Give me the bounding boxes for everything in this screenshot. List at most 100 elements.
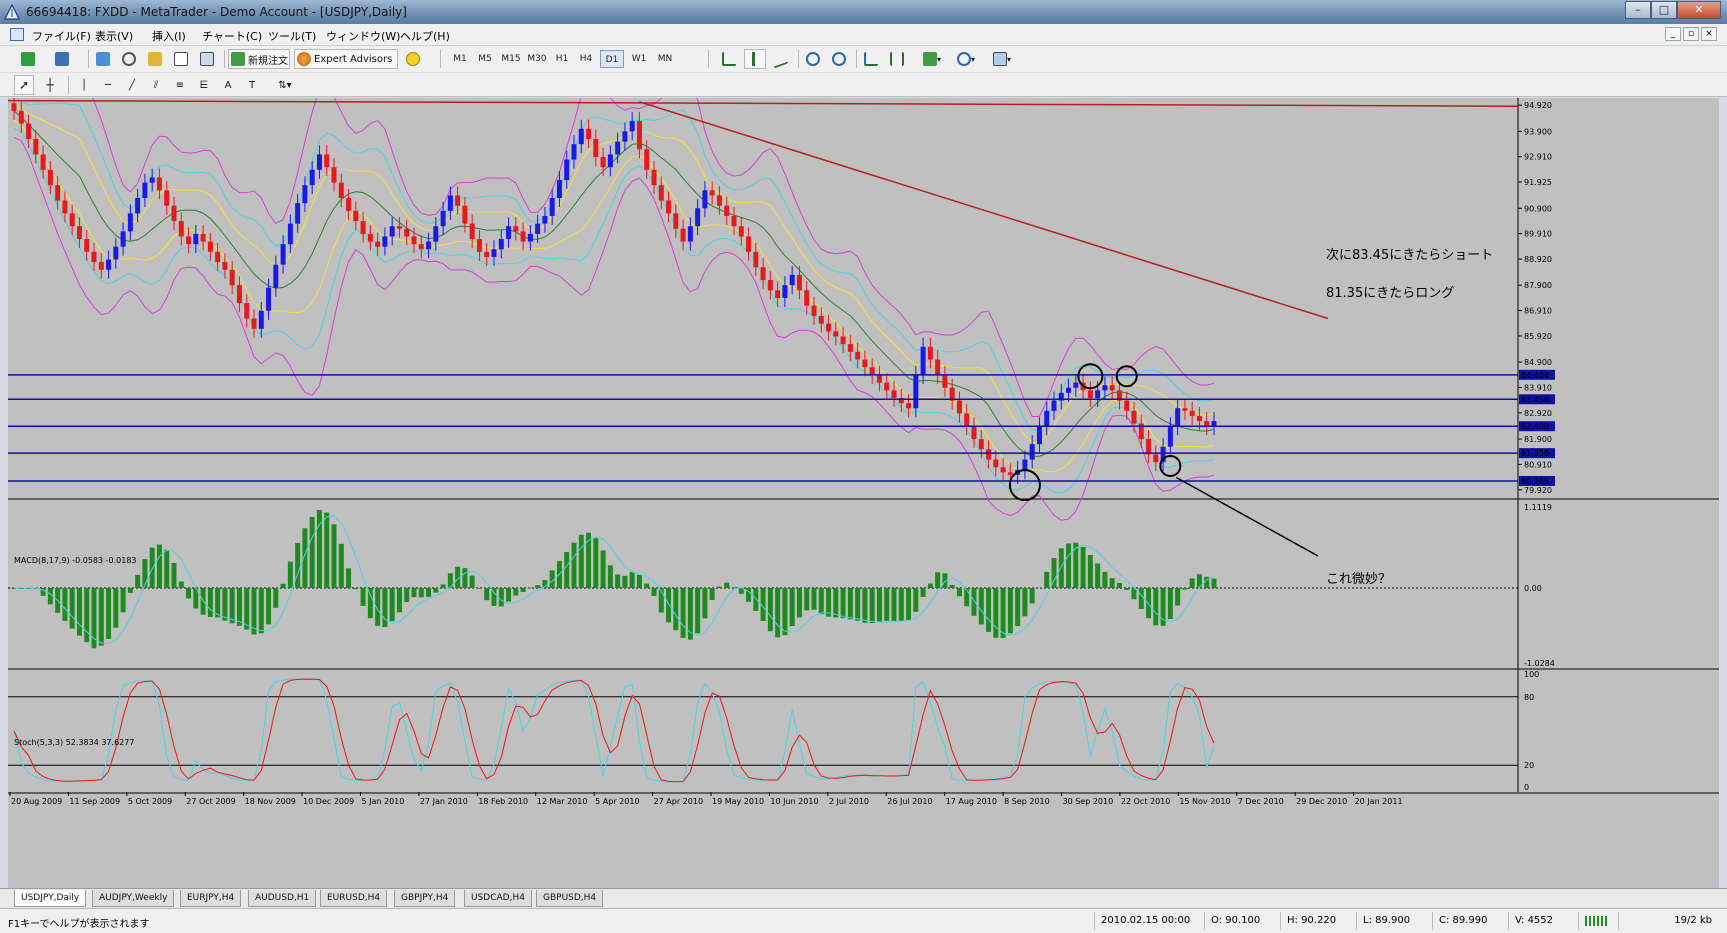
- macd-bar: [367, 588, 373, 619]
- mdi-restore-button[interactable]: ▫: [1683, 27, 1699, 41]
- macd-bar: [1160, 588, 1166, 626]
- terminal-icon: [174, 52, 188, 66]
- tab-usdjpy-daily[interactable]: USDJPY,Daily: [14, 890, 87, 907]
- expert-advisors-button[interactable]: Expert Advisors: [294, 49, 398, 69]
- profiles-button[interactable]: [48, 49, 76, 69]
- date-tick-label: 27 Jan 2010: [420, 797, 468, 806]
- timeframe-m5[interactable]: M5: [478, 54, 492, 64]
- horizontal-line-tool[interactable]: ─: [98, 75, 118, 95]
- tab-usdcad-h4[interactable]: USDCAD,H4: [464, 890, 532, 907]
- indicators-dropdown[interactable]: ▾: [916, 49, 948, 69]
- date-tick-label: 10 Jun 2010: [770, 797, 818, 806]
- macd-bar: [862, 588, 868, 623]
- macd-bar: [1189, 578, 1195, 588]
- candle-body: [469, 223, 475, 240]
- chart-canvas[interactable]: 94.920 93.900 92.910 91.925 90.900 89.910 88.9…: [8, 98, 1719, 888]
- templates-dropdown[interactable]: ▾: [986, 49, 1018, 69]
- macd-bar: [273, 588, 279, 608]
- tab-audusd-h1[interactable]: AUDUSD,H1: [248, 890, 317, 907]
- candle-body: [869, 367, 875, 375]
- macd-bar: [578, 534, 584, 588]
- menu-file[interactable]: ファイル(F): [32, 30, 91, 43]
- date-tick-label: 20 Aug 2009: [11, 797, 62, 806]
- macd-bar: [171, 563, 177, 588]
- macd-bar: [964, 588, 970, 607]
- menu-chart[interactable]: チャート(C): [202, 30, 263, 43]
- data-window-button[interactable]: [118, 49, 140, 69]
- candle-body: [586, 128, 592, 140]
- tab-eurusd-h4[interactable]: EURUSD,H4: [320, 890, 388, 907]
- candle-body: [847, 344, 853, 352]
- ea-status-button[interactable]: [402, 49, 424, 69]
- new-order-button[interactable]: 新規注文: [228, 49, 290, 69]
- timeframe-d1[interactable]: D1: [600, 50, 624, 68]
- auto-scroll-button[interactable]: [860, 49, 882, 69]
- candle-body: [1022, 459, 1028, 470]
- chart-window[interactable]: 94.920 93.900 92.910 91.925 90.900 89.910 88.9…: [8, 98, 1719, 888]
- candle-body: [375, 241, 381, 247]
- text-tool[interactable]: A: [218, 75, 238, 95]
- tab-eurjpy-h4[interactable]: EURJPY,H4: [180, 890, 242, 907]
- arrows-dropdown[interactable]: ⇅▾: [270, 75, 300, 95]
- new-chart-button[interactable]: [14, 49, 42, 69]
- candle-body: [1007, 472, 1013, 475]
- candle-body: [840, 336, 846, 345]
- macd-bar: [1066, 543, 1072, 588]
- candlestick-button[interactable]: [744, 49, 766, 69]
- macd-bar: [76, 588, 82, 636]
- candle-body: [862, 359, 868, 368]
- candle-body: [622, 131, 628, 142]
- minimize-button[interactable]: –: [1625, 1, 1651, 19]
- tab-audjpy-weekly[interactable]: AUDJPY,Weekly: [92, 890, 175, 907]
- cursor-tool[interactable]: ➚: [14, 75, 34, 95]
- menu-help[interactable]: ヘルプ(H): [400, 30, 450, 43]
- bar-chart-button[interactable]: [718, 49, 740, 69]
- zoom-in-button[interactable]: [802, 49, 824, 69]
- fibonacci-tool[interactable]: ≡: [170, 75, 190, 95]
- fibonacci-fan-tool[interactable]: ⋿: [194, 75, 214, 95]
- text-label-tool[interactable]: T: [242, 75, 262, 95]
- menu-view[interactable]: 表示(V): [95, 30, 134, 43]
- timeframe-m15[interactable]: M15: [501, 54, 521, 64]
- timeframe-h4[interactable]: H4: [579, 54, 593, 64]
- menu-insert[interactable]: 挿入(I): [152, 30, 186, 43]
- macd-bar: [244, 588, 250, 630]
- timeframe-w1[interactable]: W1: [631, 54, 647, 64]
- crosshair-tool[interactable]: ┼: [40, 75, 60, 95]
- candle-body: [40, 154, 46, 170]
- periods-dropdown[interactable]: ▾: [950, 49, 982, 69]
- zoom-out-button[interactable]: [828, 49, 850, 69]
- close-button[interactable]: ✕: [1677, 1, 1721, 19]
- timeframe-mn[interactable]: MN: [657, 54, 673, 64]
- document-icon[interactable]: [10, 28, 24, 41]
- chart-shift-button[interactable]: [886, 49, 908, 69]
- macd-bar: [127, 588, 133, 593]
- candle-body: [178, 221, 184, 237]
- candle-body: [738, 226, 744, 237]
- candle-body: [404, 228, 410, 237]
- date-tick-label: 27 Oct 2009: [186, 797, 235, 806]
- strategy-tester-button[interactable]: [196, 49, 218, 69]
- timeframe-m1[interactable]: M1: [453, 54, 467, 64]
- terminal-button[interactable]: [170, 49, 192, 69]
- vertical-line-tool[interactable]: │: [74, 75, 94, 95]
- candle-body: [1196, 415, 1202, 422]
- date-tick-label: 5 Jan 2010: [361, 797, 404, 806]
- menu-window[interactable]: ウィンドウ(W): [326, 30, 401, 43]
- mdi-minimize-button[interactable]: _: [1665, 27, 1681, 41]
- trendline-tool[interactable]: ╱: [122, 75, 142, 95]
- maximize-button[interactable]: □: [1651, 1, 1677, 19]
- tab-gbpjpy-h4[interactable]: GBPJPY,H4: [394, 890, 456, 907]
- line-chart-button[interactable]: [770, 49, 792, 69]
- equidistant-channel-tool[interactable]: ⫽: [146, 75, 166, 95]
- timeframe-m30[interactable]: M30: [527, 54, 547, 64]
- mdi-close-button[interactable]: ×: [1701, 27, 1717, 41]
- candle-body: [687, 226, 693, 242]
- menu-tools[interactable]: ツール(T): [268, 30, 317, 43]
- market-watch-button[interactable]: [92, 49, 114, 69]
- tab-gbpusd-h4[interactable]: GBPUSD,H4: [536, 890, 604, 907]
- price-tick-label: 93.900: [1524, 127, 1552, 136]
- short-note: 次に83.45にきたらショート: [1326, 248, 1494, 263]
- timeframe-h1[interactable]: H1: [555, 54, 569, 64]
- navigator-button[interactable]: [144, 49, 166, 69]
